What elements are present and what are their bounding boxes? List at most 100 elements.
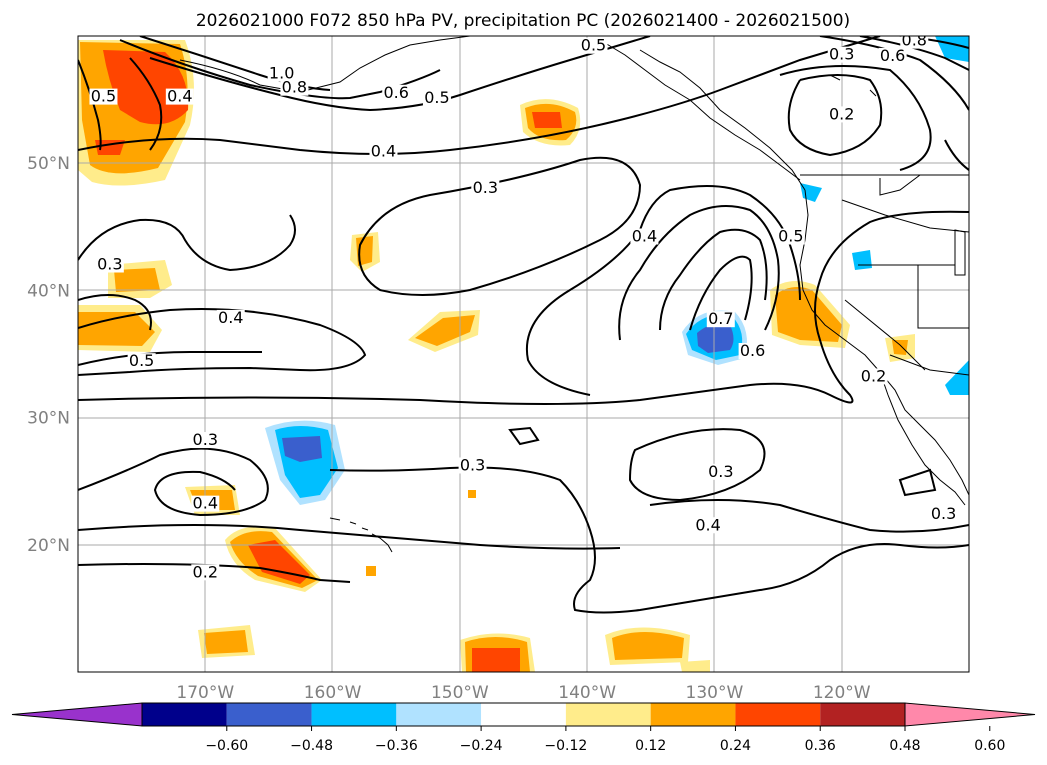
pv-contour-line [78, 524, 621, 550]
precip-positive-area [532, 112, 562, 128]
colorbar-segment [735, 703, 821, 726]
contour-label-bg [95, 256, 124, 273]
pv-contour-line [628, 428, 766, 502]
pv-contour-line [149, 36, 651, 112]
hawaiian-islands [329, 517, 393, 553]
contour-label: 0.5 [778, 227, 803, 246]
colorbar-segment [650, 703, 736, 726]
pv-contour-line [78, 294, 152, 331]
precip-positive-area [468, 490, 476, 498]
contour-label: 0.6 [880, 46, 905, 65]
contour-label: 0.3 [829, 45, 854, 64]
precip-positive-area [472, 648, 520, 672]
lon-tick-label: 130°W [686, 683, 744, 703]
map-area: 1.00.8 0.6 0.50.50.40.5 0.40.30.4 0.50.70.60… [78, 31, 969, 672]
lon-tick-label: 120°W [813, 683, 871, 703]
contour-label: 0.6 [383, 83, 408, 102]
contour-label: 0.5 [581, 36, 606, 55]
contour-label: 0.4 [167, 87, 192, 106]
contour-label-bg [738, 343, 767, 359]
precip-positive-area [78, 312, 155, 346]
lat-tick-label: 40°N [27, 281, 70, 301]
contour-label: 0.4 [193, 494, 218, 513]
colorbar-segment [820, 703, 905, 726]
contour-label: 0.5 [424, 88, 449, 107]
colorbar-tick-label: −0.60 [205, 738, 248, 754]
contour-label-bg [165, 88, 194, 105]
contour-label: 0.8 [282, 78, 307, 97]
colorbar: −0.60 −0.48 −0.36 −0.24 −0.12 0.12 0.24 0.36 0.4… [11, 702, 1036, 754]
lat-tick-label: 30°N [27, 409, 70, 429]
colorbar-extend-low [11, 702, 143, 727]
longitude-labels: 170°W 160°W 150°W 140°W 130°W 120°W [176, 683, 870, 703]
pv-contour-line [944, 139, 969, 171]
contour-label-bg [827, 46, 856, 63]
contour-label-bg [878, 47, 907, 64]
contour-label: 0.6 [740, 341, 765, 360]
precip-positive-area [114, 268, 160, 292]
chart-title: 2026021000 F072 850 hPa PV, precipitatio… [196, 11, 850, 31]
colorbar-tick-label: 0.48 [889, 738, 920, 754]
colorbar-tick-label: 0.12 [635, 738, 666, 754]
contour-labels: 1.00.8 0.6 0.50.50.40.5 0.40.30.4 0.50.70.60… [89, 31, 958, 581]
precip-positive-area [680, 660, 710, 672]
colorbar-extend-high [904, 702, 1036, 727]
pv-contour-line [819, 36, 969, 111]
lon-tick-label: 150°W [431, 683, 489, 703]
pv-contour-line [898, 468, 937, 497]
contour-label-bg [369, 143, 398, 160]
us-west-coast [799, 189, 969, 496]
contour-label: 0.3 [473, 178, 498, 197]
pv-contour-line [787, 74, 883, 157]
pv-contour-line [78, 308, 367, 376]
contour-label-bg [900, 36, 929, 49]
lat-tick-label: 20°N [27, 536, 70, 556]
colorbar-tick-label: 0.60 [974, 738, 1005, 754]
contour-label-bg [706, 311, 735, 328]
contour-label-bg [280, 79, 309, 96]
colorbar-tick-label: −0.36 [375, 738, 418, 754]
pv-contour-line [78, 563, 351, 583]
contour-label-bg [191, 564, 220, 581]
precip-positive-area [248, 540, 310, 584]
precip-negative-area [282, 436, 322, 462]
us-mexico-border [889, 354, 969, 376]
pv-contour-line [649, 499, 969, 533]
precip-negative-area [945, 360, 969, 395]
state-borders [841, 174, 969, 371]
colorbar-segment [226, 703, 312, 726]
contour-label-bg [89, 88, 118, 105]
contour-label-bg [630, 228, 659, 245]
contour-label: 0.3 [931, 504, 956, 523]
lon-tick-label: 140°W [558, 683, 616, 703]
contour-label-bg [929, 505, 958, 522]
contour-label-bg [827, 106, 856, 123]
colorbar-frame [141, 702, 906, 727]
colorbar-tick-label: 0.36 [805, 738, 836, 754]
contour-label: 1.0 [269, 64, 294, 83]
pv-contour-line [78, 59, 102, 151]
pv-contour-line [129, 57, 163, 151]
lon-tick-label: 170°W [176, 683, 234, 703]
precip-positive-area [775, 286, 842, 342]
precip-positive-area [204, 630, 248, 654]
map-frame [77, 35, 970, 673]
colorbar-tick-label: 0.24 [720, 738, 751, 754]
contour-label-bg [382, 84, 411, 101]
colorbar-segment [311, 703, 397, 726]
contour-label: 0.3 [193, 430, 218, 449]
pv-contour-line [659, 228, 768, 331]
contour-label-bg [458, 457, 487, 474]
colorbar-segment [565, 703, 651, 726]
contour-label: 0.8 [902, 31, 927, 50]
coastlines [179, 36, 969, 553]
contour-label: 0.4 [632, 227, 657, 246]
contour-label: 0.4 [695, 515, 720, 534]
colorbar-segment [481, 703, 566, 726]
pv-contour-line [78, 36, 881, 155]
alaska-coast [179, 36, 471, 93]
pv-contour-line [78, 447, 269, 517]
contour-label-bg [776, 228, 805, 245]
pv-contour-line [78, 214, 296, 272]
